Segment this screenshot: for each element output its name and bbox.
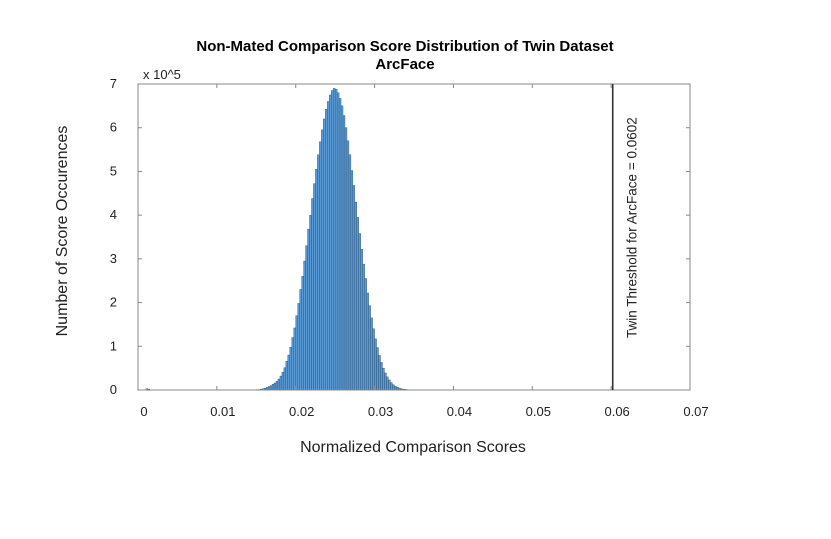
histogram-bar: [376, 347, 379, 391]
histogram-bar: [388, 379, 391, 391]
histogram-bar: [332, 88, 336, 391]
y-tick-label: 2: [110, 295, 117, 310]
y-axis-label: Number of Score Occurences: [54, 126, 71, 337]
histogram-bar: [317, 154, 320, 391]
histogram-bar: [394, 385, 397, 391]
histogram-bar: [380, 362, 383, 391]
histogram-bar: [305, 245, 308, 391]
histogram-bar: [299, 289, 302, 391]
histogram-bar: [360, 249, 363, 391]
histogram-bar: [344, 127, 348, 391]
histogram-bar: [279, 375, 283, 391]
histogram-bar: [364, 278, 367, 391]
y-axis: 0 1 2 3 4 5 6 7: [110, 76, 690, 397]
histogram-bar: [269, 385, 273, 391]
y-multiplier-label: x 10^5: [143, 67, 181, 82]
histogram-bar: [271, 384, 275, 391]
histogram-bars: [145, 88, 419, 391]
plot-frame: [137, 83, 691, 391]
histogram-bar: [392, 384, 395, 391]
x-tick-label: 0.03: [368, 404, 393, 419]
histogram-bar: [273, 382, 277, 391]
histogram-bar: [283, 367, 287, 391]
histogram-bar: [336, 92, 340, 391]
histogram-bar: [313, 183, 316, 391]
histogram-bar: [370, 317, 373, 391]
y-tick-label: 4: [110, 207, 117, 222]
histogram-bar: [352, 185, 356, 391]
histogram-bar: [319, 141, 322, 391]
y-tick-label: 1: [110, 338, 117, 353]
histogram-bar: [386, 376, 389, 391]
histogram-bar: [346, 140, 350, 391]
histogram-bar: [354, 201, 358, 391]
y-tick-label: 6: [110, 120, 117, 135]
histogram-bar: [348, 154, 352, 391]
histogram-bar: [356, 217, 359, 391]
x-tick-label: 0.05: [526, 404, 551, 419]
x-axis-label: Normalized Comparison Scores: [300, 439, 526, 456]
histogram-bar: [295, 315, 298, 391]
histogram-bar: [291, 337, 294, 391]
histogram-bar: [334, 89, 338, 391]
histogram-bar: [275, 381, 279, 391]
histogram-bar: [325, 109, 328, 391]
y-tick-label: 7: [110, 76, 117, 91]
histogram-bar: [350, 170, 354, 391]
y-tick-label: 5: [110, 163, 117, 178]
histogram-bar: [303, 260, 306, 391]
x-axis: 0 0.01 0.02 0.03 0.04 0.05 0.06 0.07: [137, 84, 709, 419]
histogram-bar: [321, 129, 324, 391]
histogram-bar: [378, 355, 381, 391]
histogram-bar: [315, 169, 318, 391]
x-tick-label: 0: [140, 404, 147, 419]
x-tick-label: 0.04: [447, 404, 472, 419]
histogram-bar: [297, 303, 300, 391]
histogram-bar: [390, 382, 393, 391]
histogram-bar: [267, 386, 271, 391]
histogram-bar: [340, 105, 344, 391]
histogram-bar: [368, 305, 371, 391]
histogram-bar: [382, 367, 385, 391]
chart-subtitle: ArcFace: [375, 56, 434, 73]
histogram-bar: [329, 94, 332, 391]
chart-title: Non-Mated Comparison Score Distribution …: [196, 38, 613, 55]
histogram-bar: [366, 292, 369, 391]
histogram-bar: [331, 90, 334, 391]
histogram-bar: [277, 378, 281, 391]
threshold-label: Twin Threshold for ArcFace = 0.0602: [625, 117, 640, 338]
histogram-bar: [384, 372, 387, 391]
histogram-bar: [281, 371, 285, 391]
histogram-bar: [289, 346, 292, 391]
histogram-bar: [342, 115, 346, 391]
histogram-bar: [372, 328, 375, 391]
histogram-bar: [307, 228, 310, 391]
histogram-bar: [287, 354, 290, 391]
x-tick-label: 0.01: [210, 404, 235, 419]
histogram-bar: [309, 214, 312, 391]
histogram-bar: [311, 198, 314, 391]
histogram-bar: [358, 233, 361, 391]
y-tick-label: 3: [110, 251, 117, 266]
histogram-bar: [327, 101, 330, 391]
histogram-bar: [362, 263, 365, 391]
x-tick-label: 0.06: [604, 404, 629, 419]
histogram-bar: [338, 98, 342, 391]
histogram-bar: [323, 118, 326, 391]
x-tick-label: 0.02: [289, 404, 314, 419]
histogram-bar: [301, 276, 304, 391]
histogram-bar: [285, 360, 289, 391]
histogram-bar: [374, 338, 377, 391]
x-tick-label: 0.07: [683, 404, 708, 419]
y-tick-label: 0: [110, 382, 117, 397]
histogram-bar: [293, 327, 296, 391]
